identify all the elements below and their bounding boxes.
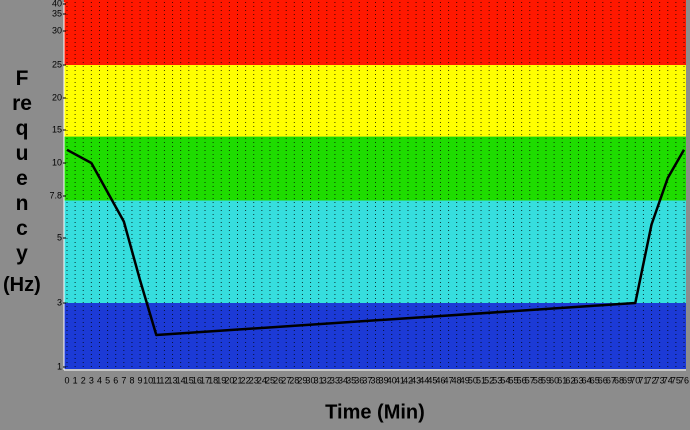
y-tick-label: 3 [57, 297, 62, 307]
x-tick-label: 25 [265, 375, 275, 385]
x-tick-label: 4 [97, 375, 102, 385]
x-tick-label: 46 [435, 375, 445, 385]
band [64, 200, 686, 303]
x-tick-label: 47 [444, 375, 454, 385]
x-tick-label: 73 [655, 375, 665, 385]
x-tick-label: 72 [647, 375, 657, 385]
x-tick-label: 67 [606, 375, 616, 385]
x-tick-label: 49 [460, 375, 470, 385]
x-tick-label: 2 [81, 375, 86, 385]
x-tick-label: 69 [622, 375, 632, 385]
y-tick-label: 10 [52, 157, 62, 167]
x-tick-label: 40 [387, 375, 397, 385]
x-tick-label: 26 [273, 375, 283, 385]
y-tick-label: 40 [52, 0, 62, 8]
x-tick-label: 13 [168, 375, 178, 385]
x-tick-label: 63 [573, 375, 583, 385]
x-tick-label: 56 [517, 375, 527, 385]
x-tick-label: 60 [549, 375, 559, 385]
x-tick-label: 28 [289, 375, 299, 385]
band [64, 0, 686, 65]
x-tick-label: 55 [509, 375, 519, 385]
x-tick-label: 44 [419, 375, 429, 385]
x-tick-label: 64 [582, 375, 592, 385]
x-tick-label: 57 [525, 375, 535, 385]
y-tick-label: 20 [52, 92, 62, 102]
x-tick-label: 39 [379, 375, 389, 385]
x-tick-label: 54 [500, 375, 510, 385]
x-tick-label: 51 [476, 375, 486, 385]
y-tick-label: 15 [52, 124, 62, 134]
y-tick-label: 25 [52, 59, 62, 69]
y-axis-unit: (Hz) [3, 274, 41, 296]
x-tick-label: 70 [630, 375, 640, 385]
x-tick-label: 0 [64, 375, 69, 385]
x-tick-label: 17 [200, 375, 210, 385]
x-tick-label: 76 [679, 375, 689, 385]
x-tick-label: 32 [322, 375, 332, 385]
x-tick-label: 18 [208, 375, 218, 385]
x-tick-label: 5 [105, 375, 110, 385]
band [64, 65, 686, 137]
x-tick-label: 74 [663, 375, 673, 385]
x-tick-label: 30 [306, 375, 316, 385]
x-tick-label: 20 [224, 375, 234, 385]
x-tick-label: 16 [192, 375, 202, 385]
x-tick-label: 9 [138, 375, 143, 385]
x-axis-label: Time (Min) [325, 401, 425, 423]
x-tick-label: 38 [370, 375, 380, 385]
y-axis-label: Frequency [12, 67, 32, 265]
x-tick-label: 1 [73, 375, 78, 385]
x-tick-label: 43 [411, 375, 421, 385]
x-tick-label: 53 [492, 375, 502, 385]
x-tick-label: 33 [330, 375, 340, 385]
y-tick-label: 1 [57, 361, 62, 371]
x-tick-label: 23 [249, 375, 259, 385]
x-tick-label: 50 [468, 375, 478, 385]
x-tick-label: 10 [143, 375, 153, 385]
x-tick-label: 36 [354, 375, 364, 385]
series-line [66, 148, 686, 337]
x-tick-label: 66 [598, 375, 608, 385]
x-tick-label: 6 [113, 375, 118, 385]
x-tick-label: 8 [129, 375, 134, 385]
x-tick-label: 21 [232, 375, 242, 385]
y-tick-label: 35 [52, 8, 62, 18]
x-tick-label: 48 [452, 375, 462, 385]
x-tick-label: 29 [297, 375, 307, 385]
x-tick-label: 61 [557, 375, 567, 385]
y-tick-label: 7.8 [49, 190, 62, 200]
x-tick-label: 52 [484, 375, 494, 385]
x-tick-label: 45 [427, 375, 437, 385]
x-tick-label: 14 [176, 375, 186, 385]
x-tick-label: 22 [241, 375, 251, 385]
x-tick-label: 75 [671, 375, 681, 385]
y-tick-label: 5 [57, 232, 62, 242]
x-tick-label: 59 [541, 375, 551, 385]
x-tick-label: 31 [314, 375, 324, 385]
band [64, 136, 686, 201]
x-tick-label: 62 [565, 375, 575, 385]
x-tick-label: 19 [216, 375, 226, 385]
x-tick-label: 71 [638, 375, 648, 385]
y-tick-label: 30 [52, 25, 62, 35]
x-tick-label: 11 [152, 375, 161, 385]
x-tick-label: 12 [159, 375, 169, 385]
x-tick-label: 34 [338, 375, 348, 385]
x-tick-label: 37 [362, 375, 372, 385]
x-tick-label: 7 [121, 375, 126, 385]
x-tick-label: 58 [533, 375, 543, 385]
x-tick-label: 65 [590, 375, 600, 385]
x-tick-label: 27 [281, 375, 291, 385]
x-tick-label: 68 [614, 375, 624, 385]
x-tick-label: 35 [346, 375, 356, 385]
x-tick-label: 15 [184, 375, 194, 385]
x-tick-label: 42 [403, 375, 413, 385]
x-tick-label: 3 [89, 375, 94, 385]
x-tick-label: 24 [257, 375, 267, 385]
x-tick-label: 41 [395, 375, 405, 385]
